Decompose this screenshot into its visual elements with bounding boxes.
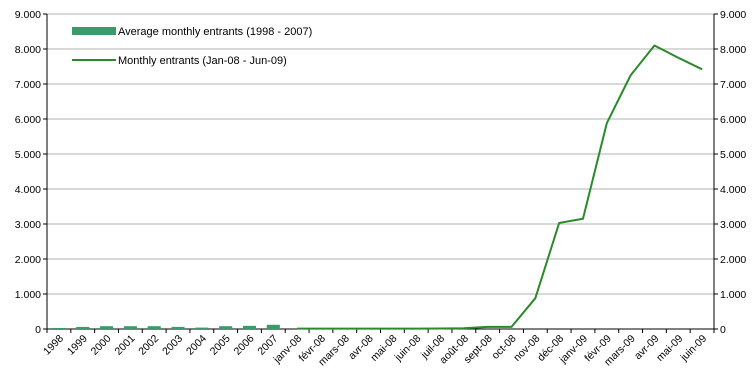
bar bbox=[147, 326, 161, 329]
line-series-path bbox=[297, 44, 703, 330]
bar bbox=[76, 326, 90, 329]
y-tick-label-right: 9.000 bbox=[720, 9, 746, 21]
x-tick-label: juin-09 bbox=[678, 333, 710, 365]
y-axis-left-ticks: 0 1.000 2.000 3.000 4.000 5.000 6.000 7.000 8.00… bbox=[15, 9, 41, 336]
x-tick-label: juin-08 bbox=[392, 333, 424, 365]
y-tick-label-left: 9.000 bbox=[15, 9, 41, 21]
y-tick-label-right: 0 bbox=[720, 324, 726, 336]
x-tick-label: 2000 bbox=[89, 333, 114, 358]
bar bbox=[242, 325, 257, 329]
bar bbox=[171, 326, 185, 329]
line-series bbox=[297, 44, 703, 330]
y-tick-label-right: 7.000 bbox=[720, 79, 746, 91]
y-tick-label-right: 4.000 bbox=[720, 184, 746, 196]
bar bbox=[123, 326, 137, 329]
y-tick-label-right: 2.000 bbox=[720, 254, 746, 266]
x-tick-label: 2003 bbox=[160, 333, 185, 358]
y-tick-label-left: 2.000 bbox=[15, 254, 41, 266]
x-tick-label: mai-08 bbox=[368, 333, 399, 364]
legend-label-line: Monthly entrants (Jan-08 - Jun-09) bbox=[118, 55, 287, 67]
bar bbox=[219, 326, 233, 329]
y-axis-right-ticks: 0 1.000 2.000 3.000 4.000 5.000 6.000 7.000 8.00… bbox=[720, 9, 746, 336]
x-tick-label: 2002 bbox=[136, 333, 161, 358]
y-tick-label-left: 6.000 bbox=[15, 114, 41, 126]
y-tick-label-right: 1.000 bbox=[720, 289, 746, 301]
x-tick-label: 2001 bbox=[112, 333, 137, 358]
bar bbox=[52, 327, 66, 329]
x-tick-label: mai-09 bbox=[654, 333, 685, 364]
y-tick-label-right: 3.000 bbox=[720, 219, 746, 231]
y-tick-label-left: 1.000 bbox=[15, 289, 41, 301]
legend-label-bars: Average monthly entrants (1998 - 2007) bbox=[118, 26, 312, 38]
x-tick-label: 2005 bbox=[208, 333, 233, 358]
y-tick-label-left: 7.000 bbox=[15, 79, 41, 91]
y-tick-label-right: 8.000 bbox=[720, 44, 746, 56]
x-tick-label: 1998 bbox=[41, 333, 66, 358]
bar bbox=[100, 326, 114, 329]
y-tick-label-left: 3.000 bbox=[15, 219, 41, 231]
x-tick-label: 2006 bbox=[232, 333, 257, 358]
bar-series bbox=[52, 324, 280, 329]
x-tick-label: 2004 bbox=[184, 333, 209, 358]
y-tick-label-left: 8.000 bbox=[15, 44, 41, 56]
x-axis-ticks: 1998199920002001200220032004200520062007… bbox=[41, 333, 709, 369]
y-tick-label-right: 5.000 bbox=[720, 149, 746, 161]
y-tick-label-right: 6.000 bbox=[720, 114, 746, 126]
y-tick-label-left: 4.000 bbox=[15, 184, 41, 196]
y-tick-label-left: 5.000 bbox=[15, 149, 41, 161]
bar bbox=[266, 324, 280, 329]
bar bbox=[195, 327, 209, 329]
y-tick-label-left: 0 bbox=[35, 324, 41, 336]
grid bbox=[47, 13, 714, 295]
x-tick-label: 1999 bbox=[65, 333, 90, 358]
legend: Average monthly entrants (1998 - 2007) M… bbox=[72, 26, 312, 67]
legend-swatch-bars bbox=[72, 27, 116, 35]
